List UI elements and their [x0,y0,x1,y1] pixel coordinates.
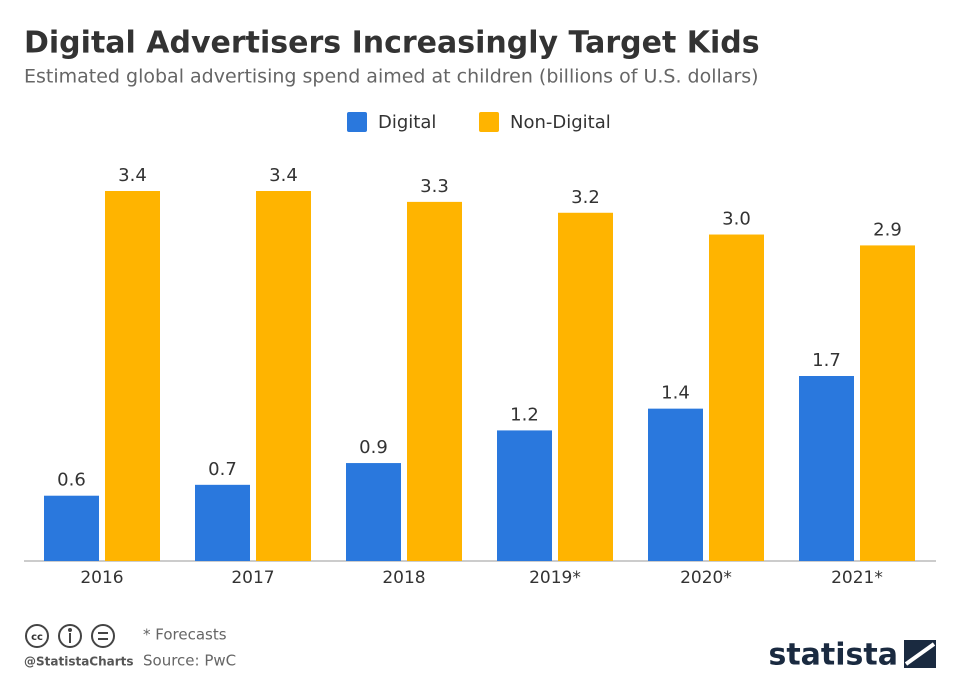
bar [346,463,401,561]
x-tick-label: 2021* [831,568,883,588]
brand-logo: statista [768,638,898,673]
bar [709,234,764,561]
value-label: 2.9 [873,219,902,240]
brand-icon [904,640,936,668]
bar [195,484,250,561]
bar [799,376,854,561]
bar [860,245,915,562]
cc-icons: cc [25,624,115,648]
value-label: 0.6 [57,470,86,491]
value-label: 0.9 [359,437,388,458]
bar [558,212,613,561]
x-tick-label: 2020* [680,568,732,588]
bar [497,430,552,561]
value-label: 1.2 [510,404,539,425]
x-tick-label: 2016 [80,568,123,588]
value-label: 3.0 [722,209,751,230]
legend-swatch [347,112,367,132]
value-label: 0.7 [208,459,237,480]
handle: @StatistaCharts [24,655,134,669]
value-label: 3.4 [269,165,298,186]
bar [256,191,311,561]
x-tick-label: 2018 [382,568,425,588]
legend-label: Digital [378,112,436,133]
x-tick-label: 2019* [529,568,581,588]
svg-text:cc: cc [31,632,43,643]
source: Source: PwC [143,652,236,670]
legend-swatch [479,112,499,132]
value-label: 3.4 [118,165,147,186]
bar [407,201,462,561]
value-label: 3.3 [420,176,449,197]
legend-label: Non-Digital [510,112,611,133]
value-label: 1.7 [812,350,841,371]
value-label: 1.4 [661,383,690,404]
chart-title: Digital Advertisers Increasingly Target … [24,26,760,61]
bar [105,191,160,561]
note: * Forecasts [143,626,227,644]
bar [44,495,99,561]
chart-subtitle: Estimated global advertising spend aimed… [24,66,759,88]
x-tick-label: 2017 [231,568,274,588]
value-label: 3.2 [571,187,600,208]
bar [648,408,703,561]
